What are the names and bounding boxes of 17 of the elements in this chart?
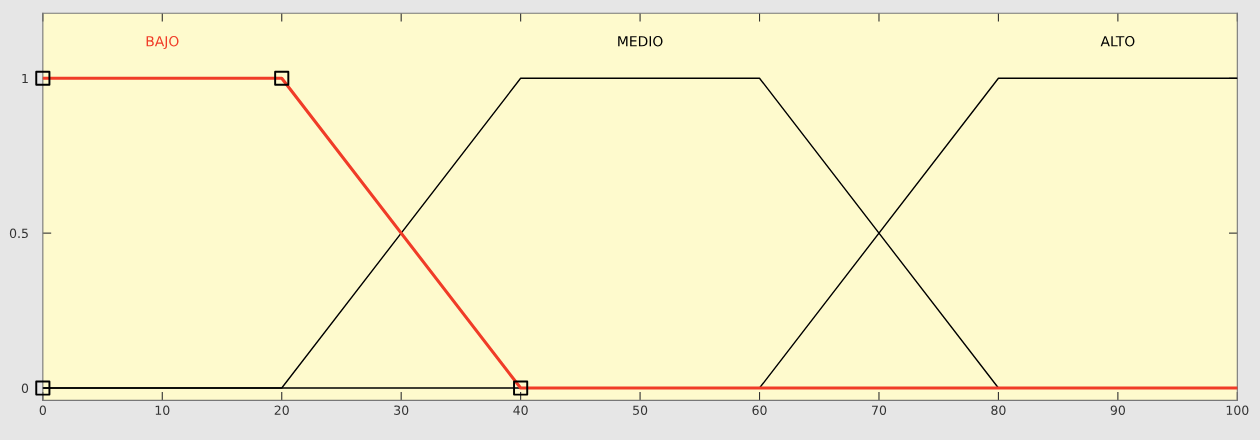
x-tick-label: 20: [274, 405, 289, 415]
x-tick-label: 40: [513, 405, 528, 415]
text: MEDIO: [618, 36, 663, 47]
x-tick-label: 80: [991, 405, 1006, 415]
y-tick-label: 0.5: [9, 228, 28, 239]
x-tick-label: 90: [1110, 405, 1125, 415]
text: BAJO: [146, 36, 179, 50]
x-tick-label: 0: [39, 405, 46, 415]
x-tick-label: 30: [394, 405, 409, 415]
y-tick-label: 1: [22, 73, 28, 83]
x-tick-label: 60: [752, 405, 767, 415]
text: ALTO: [1100, 36, 1135, 47]
x-tick-label: 100: [1226, 405, 1249, 415]
x-tick-label: 10: [155, 405, 170, 415]
x-tick-label: 70: [872, 405, 887, 415]
x-tick-label: 50: [633, 405, 648, 415]
y-tick-label: 0: [21, 383, 29, 393]
